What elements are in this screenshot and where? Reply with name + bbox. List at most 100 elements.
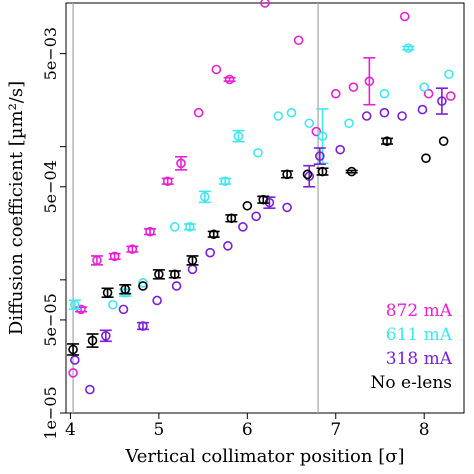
series-611-ma — [68, 43, 454, 311]
data-point — [438, 136, 449, 146]
y-axis-label: Diffusion coefficient [µm²/s] — [6, 81, 27, 335]
data-point — [304, 118, 315, 129]
data-point — [108, 299, 118, 310]
data-point — [169, 269, 180, 280]
data-point — [193, 107, 204, 118]
data-point — [102, 287, 113, 298]
data-point — [403, 43, 414, 53]
data-point — [145, 226, 155, 237]
data-point — [304, 171, 315, 182]
data-point — [399, 11, 410, 22]
x-tick-label: 8 — [419, 420, 430, 440]
data-point — [379, 107, 390, 118]
data-point — [187, 264, 198, 275]
data-point — [282, 169, 292, 180]
data-point — [101, 331, 111, 341]
data-point — [138, 281, 148, 291]
data-point — [138, 321, 148, 331]
data-point — [85, 384, 95, 395]
data-point — [187, 255, 198, 266]
legend-entry: No e-lens — [371, 373, 453, 393]
data-point — [200, 192, 210, 202]
data-point — [208, 229, 219, 240]
data-point — [152, 295, 162, 306]
data-point — [382, 136, 392, 146]
data-point — [220, 176, 230, 187]
data-point — [162, 176, 173, 187]
data-point — [154, 269, 164, 280]
data-point — [169, 222, 180, 232]
data-point — [346, 166, 357, 177]
data-point — [185, 222, 195, 232]
data-point — [70, 299, 80, 310]
data-point — [273, 111, 284, 121]
data-point — [286, 107, 297, 118]
data-point — [445, 91, 456, 101]
data-point — [260, 0, 270, 8]
data-point — [419, 82, 430, 92]
legend-entry: 318 mA — [386, 349, 453, 369]
series-layer — [67, 0, 456, 395]
data-point — [258, 194, 269, 205]
x-tick-label: 7 — [330, 420, 341, 440]
y-tick-label: 5e−04 — [41, 160, 60, 213]
data-point — [311, 126, 322, 137]
data-point — [423, 88, 434, 99]
data-point — [253, 147, 263, 158]
x-axis: 4 5 6 7 8 — [65, 413, 430, 440]
data-point — [348, 82, 359, 92]
y-tick-label: 5e−03 — [41, 27, 60, 80]
data-point — [223, 241, 233, 251]
data-point — [437, 96, 447, 106]
data-point — [344, 118, 354, 129]
data-point — [302, 169, 313, 180]
data-point — [120, 284, 131, 295]
data-point — [70, 355, 80, 365]
data-point — [417, 104, 428, 115]
series-no-e-lens — [67, 136, 449, 356]
data-point — [224, 74, 235, 85]
y-axis: 1e−05 5e−05 5e−04 5e−03 — [41, 27, 66, 440]
data-point — [118, 304, 129, 315]
data-point — [444, 69, 454, 80]
data-point — [138, 278, 148, 288]
data-point — [68, 368, 78, 378]
series-872-ma — [68, 0, 456, 378]
legend-entry: 611 mA — [386, 325, 453, 345]
y-tick-label: 5e−05 — [41, 293, 60, 346]
plot-box — [65, 2, 465, 414]
data-point — [242, 200, 253, 211]
data-point — [251, 211, 261, 222]
data-point — [364, 76, 375, 87]
x-axis-label: Vertical collimator position [σ] — [124, 446, 404, 467]
data-point — [127, 244, 138, 254]
data-point — [330, 88, 341, 99]
data-point — [226, 213, 237, 224]
legend: 872 mA 611 mA 318 mA No e-lens — [371, 301, 453, 393]
x-tick-label: 6 — [242, 420, 253, 440]
data-point — [282, 202, 292, 213]
data-point — [176, 158, 186, 169]
data-point — [171, 281, 182, 291]
y-tick-label: 1e−05 — [41, 386, 60, 439]
reference-lines — [72, 3, 319, 413]
data-point — [397, 111, 407, 121]
data-point — [87, 335, 98, 346]
data-point — [317, 131, 328, 141]
data-point — [233, 131, 244, 141]
plot-frame — [65, 2, 465, 414]
x-tick-label: 5 — [153, 420, 164, 440]
data-point — [361, 111, 372, 121]
data-point — [205, 247, 215, 258]
data-point — [421, 153, 431, 163]
data-point — [92, 255, 102, 266]
data-point — [317, 166, 328, 177]
data-point — [315, 151, 325, 161]
legend-entry: 872 mA — [386, 301, 453, 321]
data-point — [109, 251, 120, 262]
data-point — [238, 222, 248, 232]
x-tick-label: 4 — [65, 420, 76, 440]
data-point — [379, 88, 390, 99]
data-point — [211, 64, 222, 75]
